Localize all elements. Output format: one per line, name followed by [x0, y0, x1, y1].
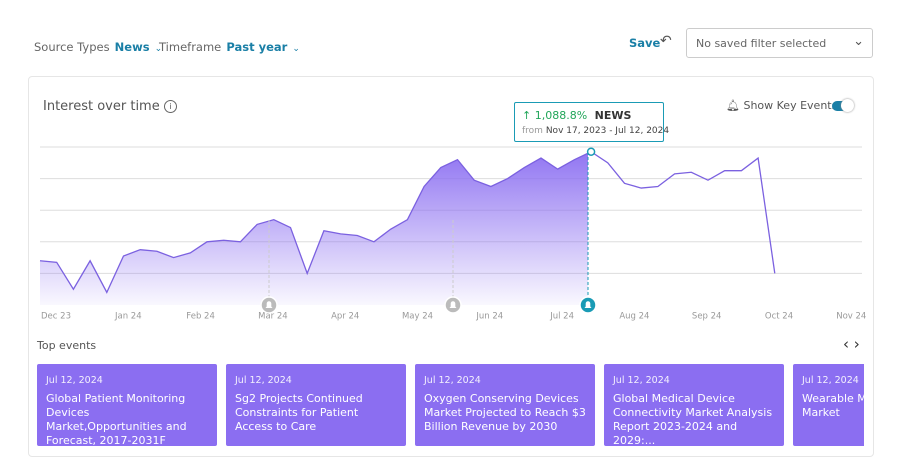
area-fill — [40, 153, 588, 305]
x-tick-label: Oct 24 — [765, 312, 793, 322]
bell-icon — [584, 301, 592, 308]
panel — [28, 76, 874, 457]
source: NEWS — [594, 109, 632, 122]
bell-icon — [449, 301, 457, 308]
top-events-title: Top events — [37, 339, 97, 352]
events: Jul 12, 2024 Global Patient Monitoring De… — [37, 364, 864, 446]
key-events-toggle[interactable]: 🔔︎ Show Key Events — [726, 99, 838, 112]
event-title: Wearable Medical Devices Market — [802, 392, 864, 419]
title-text: Interest over time — [43, 99, 160, 114]
x-tick-label: May 24 — [402, 312, 433, 322]
event-date: Jul 12, 2024 — [46, 375, 103, 386]
event-title: Global Medical Device Connectivity Marke… — [613, 392, 773, 446]
undo-icon[interactable]: ↶ — [660, 33, 672, 49]
x-tick-label: Sep 24 — [692, 312, 722, 322]
value: News — [114, 40, 150, 54]
filter-select[interactable]: No saved filter selected ⌄ — [686, 28, 873, 58]
label: Timeframe — [159, 40, 222, 54]
timeframe-filter[interactable]: Timeframe Past year ⌄ — [159, 40, 300, 54]
source-filter[interactable]: Source Types News ⌄ — [34, 40, 163, 54]
x-tick-label: Jan 24 — [114, 312, 142, 322]
panel-title: Interest over time i — [43, 99, 177, 114]
carousel-nav[interactable]: ‹ › — [843, 335, 860, 353]
event-date: Jul 12, 2024 — [424, 375, 481, 386]
highlight-point — [586, 147, 596, 156]
event-title: Sg2 Projects Continued Constraints for P… — [235, 392, 363, 433]
label: Source Types — [34, 40, 110, 54]
x-tick-label: Aug 24 — [619, 312, 649, 322]
x-tick-label: Feb 24 — [186, 312, 215, 322]
toggle-label: Show Key Events — [743, 99, 838, 112]
placeholder: No saved filter selected — [696, 37, 827, 50]
x-tick-label: Dec 23 — [41, 312, 71, 322]
from: from — [522, 126, 543, 136]
value: Past year — [226, 40, 288, 54]
change: ↑ 1,088.8% — [522, 109, 588, 122]
x-tick-label: Jun 24 — [475, 312, 503, 322]
event-title: Global Patient Monitoring Devices Market… — [46, 392, 187, 446]
save-button[interactable]: Save — [629, 36, 661, 50]
event-card[interactable]: Jul 12, 2024 Sg2 Projects Continued Const… — [226, 364, 406, 446]
event-card[interactable]: Jul 12, 2024 Oxygen Conserving Devices Ma… — [415, 364, 595, 446]
range: Nov 17, 2023 - Jul 12, 2024 — [545, 126, 670, 136]
event-title: Oxygen Conserving Devices Market Project… — [424, 392, 586, 433]
event-date: Jul 12, 2024 — [235, 375, 292, 386]
event-card[interactable]: Jul 12, 2024 Wearable Medical Devices Mar… — [793, 364, 864, 446]
event-date: Jul 12, 2024 — [802, 375, 859, 386]
event-date: Jul 12, 2024 — [613, 375, 670, 386]
bell-icon — [265, 301, 273, 308]
event-card[interactable]: Jul 12, 2024 Global Medical Device Connec… — [604, 364, 784, 446]
change-value: 1,088.8% — [534, 109, 588, 122]
toggle[interactable] — [832, 99, 854, 112]
x-tick-label: Apr 24 — [331, 312, 359, 322]
x-tick-label: Nov 24 — [836, 312, 866, 322]
line — [39, 150, 776, 294]
event-card[interactable]: Jul 12, 2024 Global Patient Monitoring De… — [37, 364, 217, 446]
tooltip: ↑ 1,088.8% NEWS from Nov 17, 2023 - Jul … — [514, 102, 669, 142]
x-tick-label: Mar 24 — [258, 312, 288, 322]
x-tick-label: Jul 24 — [549, 312, 574, 322]
chart: Dec 23 Jan 24 Feb 24 Mar 24 Apr 24 May 24 Jun … — [39, 146, 866, 322]
